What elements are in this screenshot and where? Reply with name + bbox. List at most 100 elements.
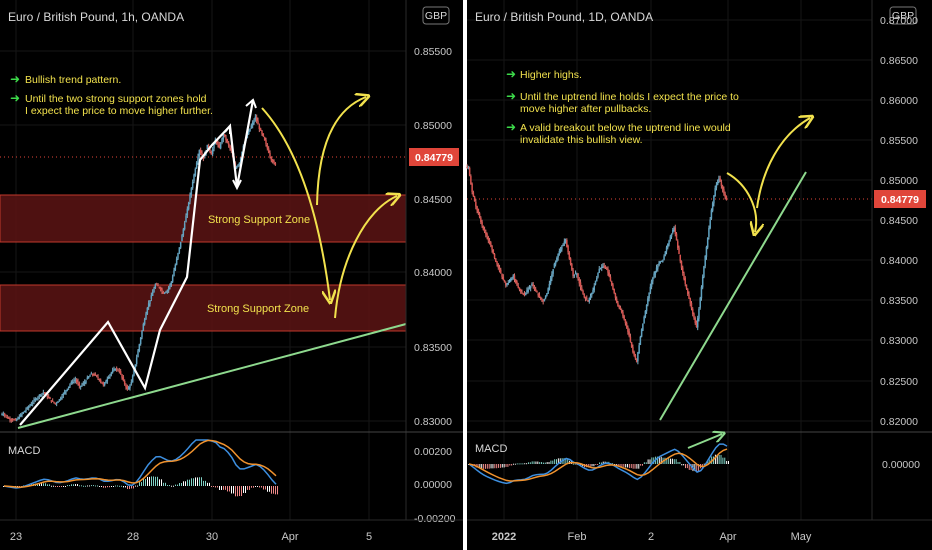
macd-bar <box>161 479 162 486</box>
candle-body <box>571 263 573 270</box>
note-line: Bullish trend pattern. <box>25 74 121 86</box>
candle-body <box>670 233 673 237</box>
candle-body <box>137 350 139 358</box>
candle-body <box>638 345 640 354</box>
macd-bar <box>151 476 152 486</box>
candle-body <box>556 258 558 262</box>
macd-bar <box>675 459 677 464</box>
macd-bar <box>621 464 623 467</box>
candle-body <box>710 210 713 219</box>
macd-bar <box>707 459 709 464</box>
macd-bar <box>243 486 244 493</box>
macd-bar <box>617 464 619 467</box>
macd-bar <box>47 484 48 486</box>
right-currency-badge[interactable] <box>889 6 917 25</box>
macd-bar <box>688 464 690 470</box>
candle-body <box>630 342 633 348</box>
macd-bar <box>247 486 248 490</box>
candle-body <box>551 274 553 279</box>
candle-body <box>576 274 578 276</box>
y-tick-label: 0.82000 <box>880 416 918 428</box>
candle-body <box>201 152 203 156</box>
macd-bar <box>587 464 589 468</box>
macd-bar <box>199 477 200 486</box>
macd-bar <box>694 464 696 472</box>
macd-bar <box>656 456 658 464</box>
candle-body <box>71 382 74 384</box>
candle-body <box>512 275 514 278</box>
macd-bar <box>155 476 156 486</box>
macd-bar <box>257 486 258 487</box>
candle-body <box>66 388 69 391</box>
candle-body <box>82 383 85 385</box>
candle-body <box>191 181 194 189</box>
green-arrow-icon: ➜ <box>506 120 516 134</box>
macd-bar <box>51 485 52 487</box>
macd-bar <box>229 486 230 492</box>
candle-body <box>78 383 81 387</box>
candle-body <box>77 381 79 384</box>
macd-bar <box>255 486 256 487</box>
macd-bar <box>483 464 485 469</box>
macd-bar <box>481 464 483 469</box>
macd-bar <box>550 460 552 464</box>
macd-bar <box>507 464 509 467</box>
y-tick-label: 0.84000 <box>880 255 918 267</box>
macd-bar <box>119 485 120 487</box>
y-tick-label: 0.84500 <box>414 194 452 206</box>
candle-body <box>723 189 725 194</box>
candle-body <box>206 144 209 149</box>
macd-bar <box>103 486 104 488</box>
macd-bar <box>185 481 186 486</box>
candle-body <box>126 386 129 390</box>
macd-bar <box>711 456 713 464</box>
candle-body <box>7 417 10 419</box>
macd-bar <box>488 464 490 469</box>
candle-body <box>169 284 171 288</box>
candle-body <box>47 396 50 398</box>
macd-bar <box>265 486 266 490</box>
macd-bar <box>107 486 108 488</box>
y-tick-label: 0.83500 <box>880 295 918 307</box>
candle-body <box>187 202 190 210</box>
macd-bar <box>123 486 124 488</box>
macd-bar <box>219 486 220 490</box>
candle-body <box>142 324 145 331</box>
candle-body <box>239 157 242 163</box>
macd-bar <box>249 486 250 490</box>
candle-body <box>483 229 486 232</box>
candle-body <box>247 130 250 135</box>
candle-body <box>165 291 167 293</box>
macd-bar <box>187 479 188 486</box>
candle-body <box>721 185 724 190</box>
macd-bar <box>63 485 64 487</box>
macd-bar <box>477 464 479 468</box>
candle-body <box>653 273 655 277</box>
candle-body <box>716 181 719 186</box>
right-macd-label: MACD <box>475 443 507 455</box>
macd-bar <box>181 483 182 486</box>
macd-bar <box>623 464 625 467</box>
candle-body <box>603 266 605 268</box>
macd-bar <box>221 486 222 490</box>
macd-bar <box>253 486 254 488</box>
right-x-tick: Apr <box>719 531 736 543</box>
macd-bar <box>101 486 102 487</box>
macd-bar <box>209 482 210 486</box>
candle-body <box>703 266 705 278</box>
candle-body <box>711 203 714 211</box>
macd-bar <box>640 464 642 466</box>
macd-bar <box>666 458 668 464</box>
macd-bar <box>237 486 238 497</box>
candle-body <box>634 355 637 359</box>
candle-body <box>569 258 572 265</box>
y-tick-label: 0.82500 <box>880 376 918 388</box>
macd-bar <box>709 459 711 464</box>
macd-bar <box>117 485 118 487</box>
candle-body <box>554 261 557 265</box>
candle-body <box>93 374 95 376</box>
macd-bar <box>239 486 240 497</box>
left-currency-badge[interactable] <box>422 6 450 25</box>
left-uptrend-line <box>17 323 407 429</box>
macd-bar <box>681 464 683 466</box>
